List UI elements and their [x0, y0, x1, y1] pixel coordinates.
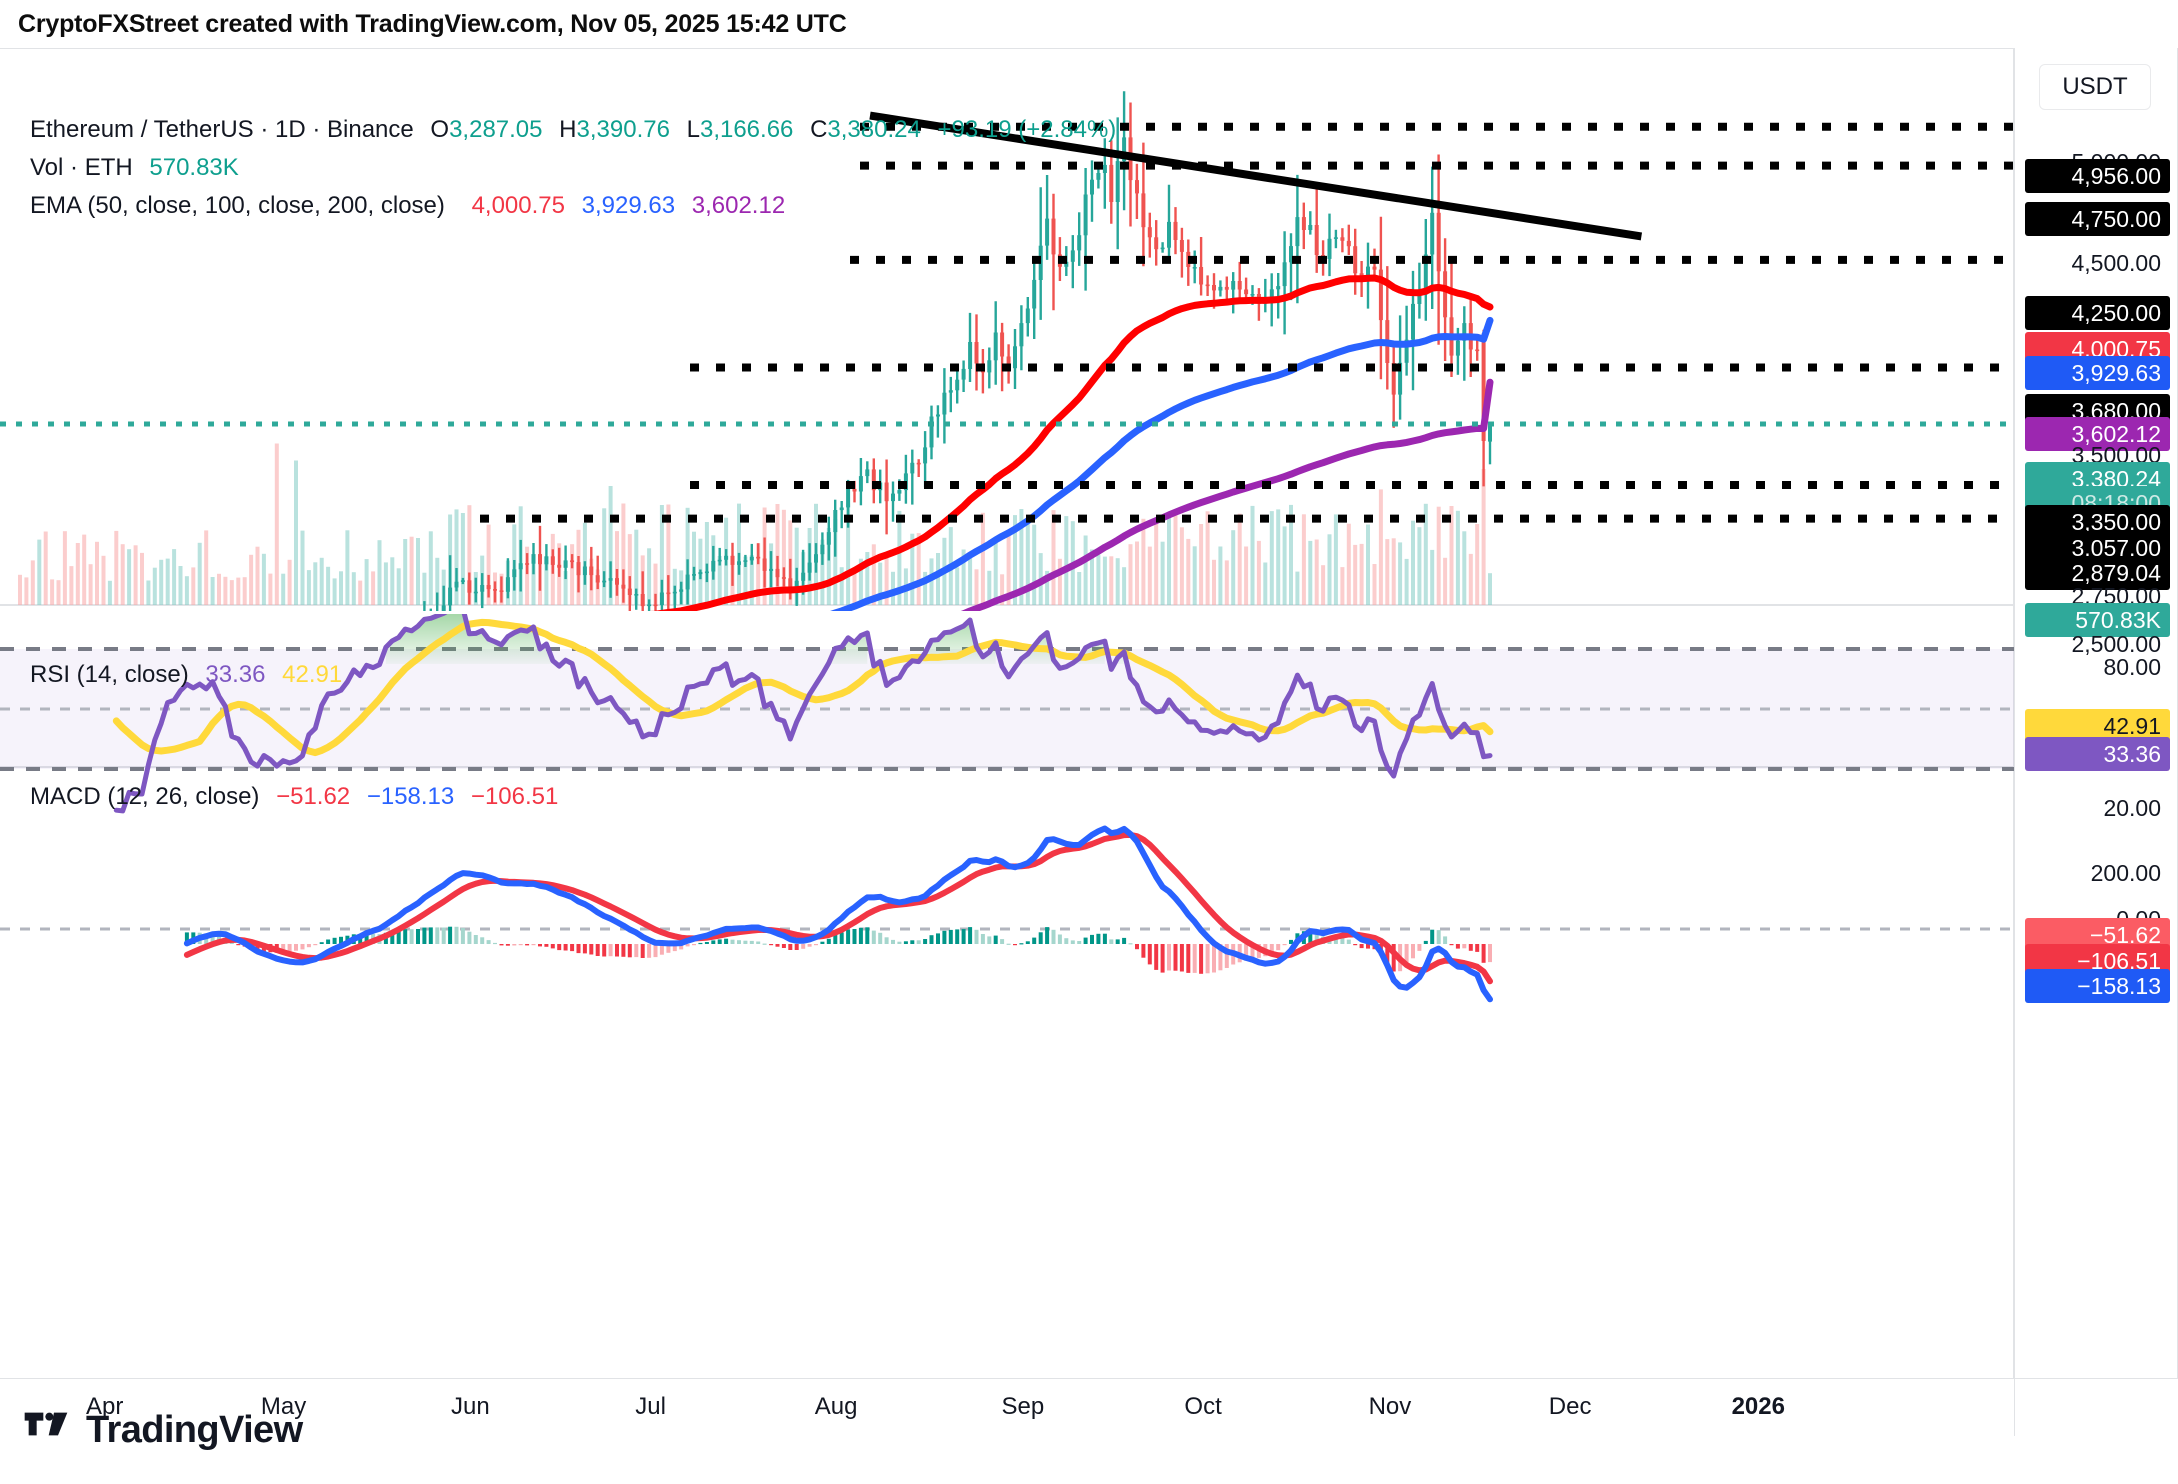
time-axis-tick: Oct: [1184, 1393, 1222, 1420]
price-axis-label: 2,500.00: [2071, 631, 2161, 657]
axis-corner: [2014, 1378, 2178, 1436]
time-axis-tick: May: [260, 1393, 307, 1420]
candlestick-series: [423, 91, 1492, 611]
currency-badge[interactable]: USDT: [2039, 64, 2151, 110]
volume-bars: [18, 443, 1492, 605]
legend-ema50-value: 4,000.75: [471, 192, 565, 219]
price-axis-label: 4,956.00: [2025, 159, 2170, 193]
time-axis-tick: Jul: [635, 1393, 666, 1420]
macd-pane-legend[interactable]: MACD (12, 26, close) −51.62 −158.13 −106…: [30, 783, 558, 811]
rsi-pane-legend[interactable]: RSI (14, close) 33.36 42.91: [30, 661, 342, 689]
macd-signal-value: −106.51: [470, 783, 559, 810]
price-axis-label: 200.00: [2090, 860, 2161, 886]
price-axis-label: 33.36: [2025, 737, 2170, 771]
legend-volume-value: 570.83K: [149, 154, 239, 181]
time-axis-tick: Apr: [85, 1393, 124, 1420]
rsi-line: [113, 614, 1493, 814]
macd-label: MACD (12, 26, close): [30, 783, 260, 810]
chart-legend: Ethereum / TetherUS · 1D · Binance O3,28…: [30, 111, 1116, 225]
price-axis-label: 4,500.00: [2071, 250, 2161, 276]
legend-low-value: 3,166.66: [699, 116, 794, 143]
legend-close-key: C: [810, 116, 828, 143]
time-axis-tick: Aug: [814, 1393, 858, 1420]
macd-line: [183, 825, 1493, 1003]
legend-volume-label: Vol · ETH: [30, 154, 133, 181]
chart-plot-svg: [0, 49, 2015, 1379]
legend-symbol-label: Ethereum / TetherUS · 1D · Binance: [30, 116, 414, 143]
legend-open-value: 3,287.05: [449, 116, 543, 143]
price-axis-label: 2,879.04: [2025, 556, 2170, 590]
macd-signal-line: [183, 831, 1493, 985]
time-axis-tick: Jun: [451, 1393, 490, 1420]
tradingview-wordmark: TradingView: [86, 1408, 303, 1451]
legend-row-ema[interactable]: EMA (50, close, 100, close, 200, close) …: [30, 187, 1116, 225]
price-pane: [0, 91, 2014, 611]
legend-row-symbol[interactable]: Ethereum / TetherUS · 1D · Binance O3,28…: [30, 111, 1116, 149]
time-axis-tick: Nov: [1368, 1393, 1412, 1420]
ema-50-line: [649, 274, 1494, 611]
legend-close-value: 3,380.24: [827, 116, 921, 143]
chart-canvas[interactable]: Ethereum / TetherUS · 1D · Binance O3,28…: [0, 48, 2178, 1379]
legend-change-value: +93.19 (+2.84%): [937, 116, 1117, 143]
price-axis-label: 3,602.12: [2025, 417, 2170, 451]
rsi-pane: [0, 614, 2014, 814]
descending-trendline: [869, 111, 1643, 241]
price-axis-label: 80.00: [2103, 654, 2161, 680]
rsi-label: RSI (14, close): [30, 661, 189, 688]
legend-ema100-value: 3,929.63: [581, 192, 676, 219]
price-axis-label: 4,250.00: [2025, 296, 2170, 330]
ema-100-line: [830, 316, 1494, 611]
price-axis-label: 20.00: [2103, 795, 2161, 821]
rsi-ma-line: [112, 618, 1494, 757]
attribution-text: CryptoFXStreet created with TradingView.…: [18, 10, 847, 38]
tradingview-logo: TradingView: [22, 1406, 303, 1454]
legend-high-key: H: [559, 116, 577, 143]
legend-ema200-value: 3,602.12: [691, 192, 786, 219]
time-axis-tick: Sep: [1001, 1393, 1045, 1420]
legend-row-volume[interactable]: Vol · ETH 570.83K: [30, 149, 1116, 187]
tradingview-mark-icon: [24, 1412, 68, 1436]
macd-macd-value: −158.13: [366, 783, 455, 810]
legend-high-value: 3,390.76: [576, 116, 670, 143]
rsi-value: 33.36: [205, 661, 266, 688]
legend-ema-label: EMA (50, close, 100, close, 200, close): [30, 192, 445, 219]
price-axis-label: 3,929.63: [2025, 356, 2170, 390]
price-axis-label: 570.83K: [2025, 603, 2170, 637]
time-axis[interactable]: Apr May Jun Jul Aug Sep Oct Nov Dec 2026: [0, 1378, 2178, 1437]
rsi-overbought-fill: [385, 614, 1125, 664]
time-axis-tick: 2026: [1731, 1393, 1785, 1420]
macd-pane: [0, 825, 2014, 1003]
rsi-ma-value: 42.91: [282, 661, 343, 688]
time-axis-tick: Dec: [1548, 1393, 1592, 1420]
price-axis-label: 4,750.00: [2025, 202, 2170, 236]
price-axis[interactable]: USDT 5,000.004,956.004,750.004,500.004,2…: [2014, 48, 2178, 1378]
price-axis-label: −158.13: [2025, 969, 2170, 1003]
legend-low-key: L: [686, 116, 700, 143]
ema-200-line: [960, 378, 1494, 611]
legend-open-key: O: [430, 116, 450, 143]
horizontal-level-lines: [0, 122, 2014, 523]
macd-hist-value: −51.62: [276, 783, 351, 810]
